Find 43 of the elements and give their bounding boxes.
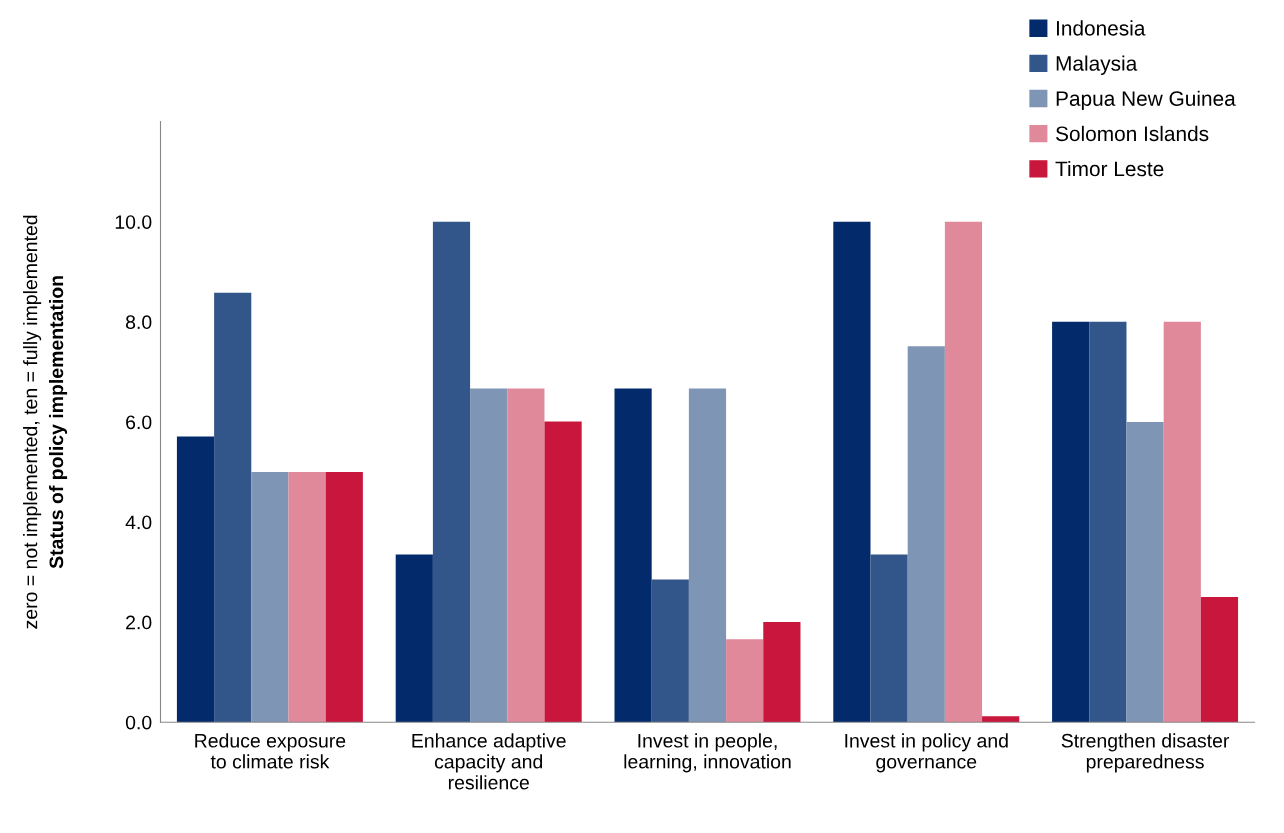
bar — [833, 221, 871, 723]
legend-label: Indonesia — [1056, 20, 1146, 36]
text: zero = not implemented, ten = fully implemented — [23, 215, 42, 629]
legend-label: Timor Leste — [1055, 160, 1164, 177]
y-tick-label: 6.0 — [126, 415, 152, 430]
legend-label: Papua New Guinea — [1056, 90, 1236, 111]
bar — [470, 388, 508, 723]
bar — [1163, 321, 1201, 723]
y-axis-title: Status of policy implementation — [48, 276, 68, 569]
bar — [325, 471, 363, 723]
legend-label: Malaysia — [1056, 55, 1138, 75]
y-tick-label: 4.0 — [125, 515, 152, 530]
x-tick-label: Invest in policy and governance — [845, 733, 1008, 773]
legend-label: Solomon Islands — [1056, 125, 1209, 142]
bar — [251, 471, 289, 723]
y-tick-label: 10.0 — [115, 215, 152, 229]
bar — [1126, 421, 1164, 723]
bar — [214, 292, 252, 723]
bar — [176, 436, 215, 723]
bar — [544, 421, 582, 723]
bar — [507, 388, 545, 723]
bar — [907, 346, 945, 723]
bar — [1052, 321, 1090, 723]
bar — [982, 716, 1020, 723]
x-tick-label: Strengthen disaster preparedness — [1061, 733, 1230, 773]
bar — [432, 221, 471, 723]
x-tick-label: Reduce exposure to climate risk — [195, 733, 346, 769]
bar — [726, 639, 764, 723]
y-tick-label: 2.0 — [126, 615, 152, 630]
y-tick-label: 0.0 — [125, 715, 152, 730]
x-tick-label: Invest in people, learning, innovation — [624, 733, 791, 773]
bar — [1200, 597, 1239, 723]
bar — [395, 554, 433, 723]
bar — [651, 579, 689, 723]
bar — [1089, 321, 1127, 723]
bar — [763, 622, 801, 723]
x-tick-label: Enhance adaptive capacity and resilience — [412, 733, 566, 790]
bar — [288, 471, 326, 723]
bar — [870, 554, 908, 723]
bar — [944, 221, 983, 723]
bar — [688, 388, 727, 723]
bar — [614, 388, 652, 723]
y-tick-label: 8.0 — [125, 315, 152, 330]
